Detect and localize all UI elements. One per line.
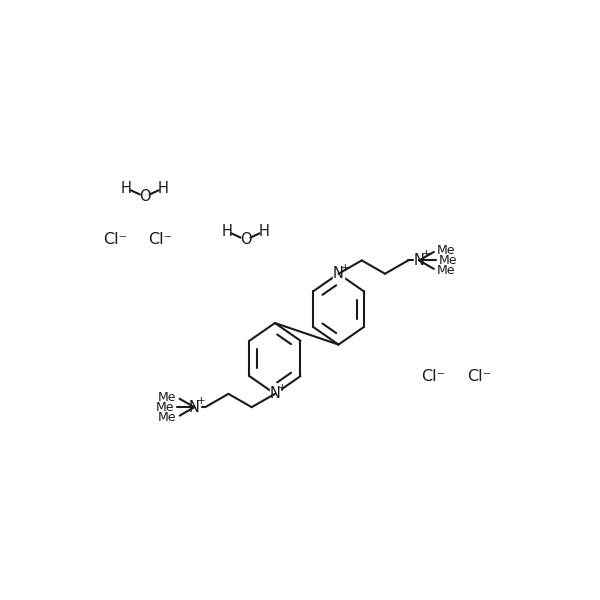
Text: Me: Me — [158, 391, 176, 404]
Text: Cl⁻: Cl⁻ — [467, 368, 491, 383]
Text: Cl⁻: Cl⁻ — [421, 368, 445, 383]
Text: Cl⁻: Cl⁻ — [148, 232, 172, 247]
Bar — [413, 255, 425, 266]
Text: N: N — [333, 266, 344, 281]
Bar — [333, 268, 344, 279]
Text: +: + — [278, 383, 286, 392]
Text: Me: Me — [439, 254, 458, 267]
Bar — [269, 388, 280, 399]
Text: N: N — [189, 400, 200, 415]
Text: N: N — [269, 386, 280, 401]
Text: H: H — [222, 224, 233, 239]
Text: H: H — [158, 181, 169, 196]
Text: +: + — [422, 249, 430, 259]
Text: O: O — [239, 232, 251, 247]
Bar — [189, 402, 200, 413]
Text: Me: Me — [437, 244, 455, 257]
Text: N: N — [413, 253, 425, 268]
Text: Cl⁻: Cl⁻ — [103, 232, 127, 247]
Text: O: O — [139, 189, 151, 204]
Text: H: H — [121, 181, 132, 196]
Text: Me: Me — [156, 401, 174, 413]
Text: H: H — [259, 224, 269, 239]
Text: Me: Me — [158, 411, 176, 424]
Text: Me: Me — [437, 264, 455, 277]
Text: +: + — [197, 396, 206, 406]
Text: +: + — [341, 263, 350, 272]
